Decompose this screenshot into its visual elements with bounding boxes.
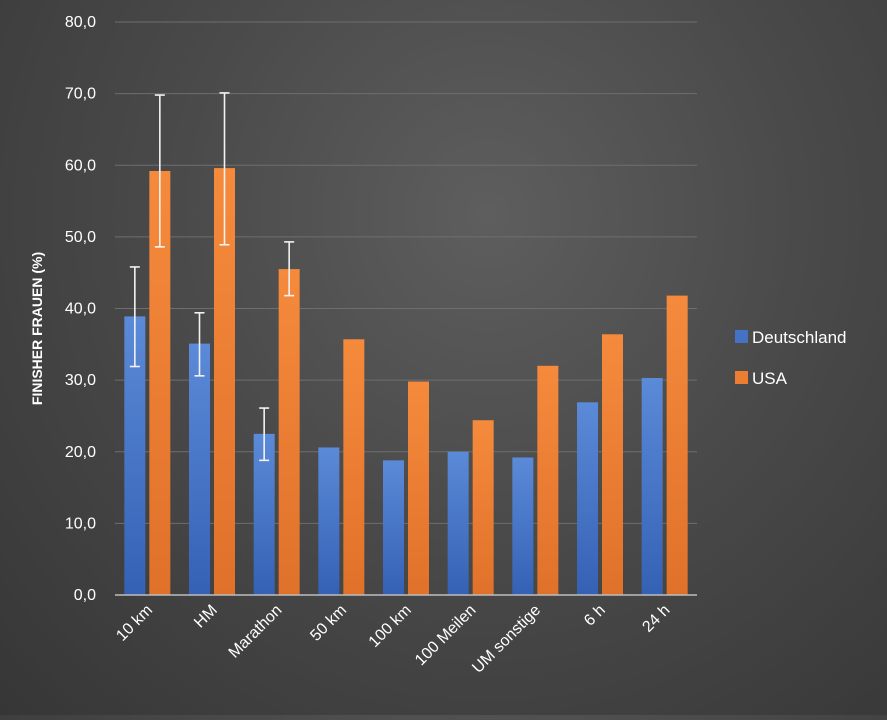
legend-label-deutschland: Deutschland (752, 328, 847, 347)
y-tick-label: 0,0 (74, 587, 96, 604)
y-tick-label: 80,0 (65, 14, 96, 31)
bar-deutschland-10-km (124, 316, 146, 595)
error-bar-usa-10-km (154, 94, 165, 248)
bar-deutschland-marathon (253, 433, 275, 595)
bar-deutschland-100-meilen (447, 451, 469, 595)
error-bar-deutschland-10-km (129, 266, 140, 368)
y-axis-title: FINISHER FRAUEN (%) (29, 252, 45, 405)
x-tick-label-24-h: 24 h (639, 602, 673, 636)
x-tick-label-um-sonstige: UM sonstige (469, 602, 544, 677)
legend-swatch-deutschland (735, 330, 748, 343)
bar-deutschland-50-km (318, 447, 340, 595)
error-bar-deutschland-marathon (259, 407, 270, 462)
bar-deutschland-hm (189, 343, 210, 595)
bar-deutschland-24-h (641, 377, 663, 595)
bar-usa-hm (214, 168, 235, 596)
legend-label-usa: USA (752, 369, 788, 388)
bar-usa-10-km (149, 170, 171, 596)
y-tick-label: 10,0 (65, 515, 96, 532)
y-tick-label: 50,0 (65, 229, 96, 246)
error-bar-usa-marathon (284, 241, 295, 297)
x-tick-label-6-h: 6 h (581, 602, 609, 630)
y-tick-label: 70,0 (65, 86, 96, 103)
legend: Deutschland USA (735, 328, 847, 388)
x-tick-label-marathon: Marathon (226, 602, 286, 662)
x-tick-label-hm: HM (191, 602, 221, 632)
bar-deutschland-um-sonstige (512, 457, 534, 595)
gridlines (115, 21, 697, 524)
y-tick-label: 30,0 (65, 372, 96, 389)
error-bar-deutschland-hm (194, 311, 205, 377)
bar-usa-marathon (278, 269, 300, 595)
x-tick-label-10-km: 10 km (113, 602, 156, 645)
bar-usa-100-meilen (472, 420, 494, 595)
x-tick-label-50-km: 50 km (307, 602, 350, 645)
error-bar-usa-hm (219, 92, 230, 246)
legend-swatch-usa (735, 371, 748, 384)
bar-deutschland-100-km (383, 460, 404, 595)
y-axis-tick-labels: 0,0 10,0 20,0 30,0 40,0 50,0 60,0 70,0 80,0 (65, 14, 96, 604)
bars (124, 168, 688, 596)
y-tick-label: 60,0 (65, 157, 96, 174)
y-tick-label: 20,0 (65, 444, 96, 461)
bar-usa-100-km (408, 381, 429, 595)
x-tick-label-100-meilen: 100 Meilen (412, 602, 479, 669)
bar-usa-24-h (666, 295, 688, 595)
bar-usa-um-sonstige (537, 365, 559, 595)
x-tick-label-100-km: 100 km (366, 602, 415, 651)
bar-usa-6-h (602, 334, 623, 595)
bar-deutschland-6-h (577, 402, 598, 595)
error-bars (129, 92, 295, 462)
bar-usa-50-km (343, 339, 365, 595)
y-tick-label: 40,0 (65, 301, 96, 318)
